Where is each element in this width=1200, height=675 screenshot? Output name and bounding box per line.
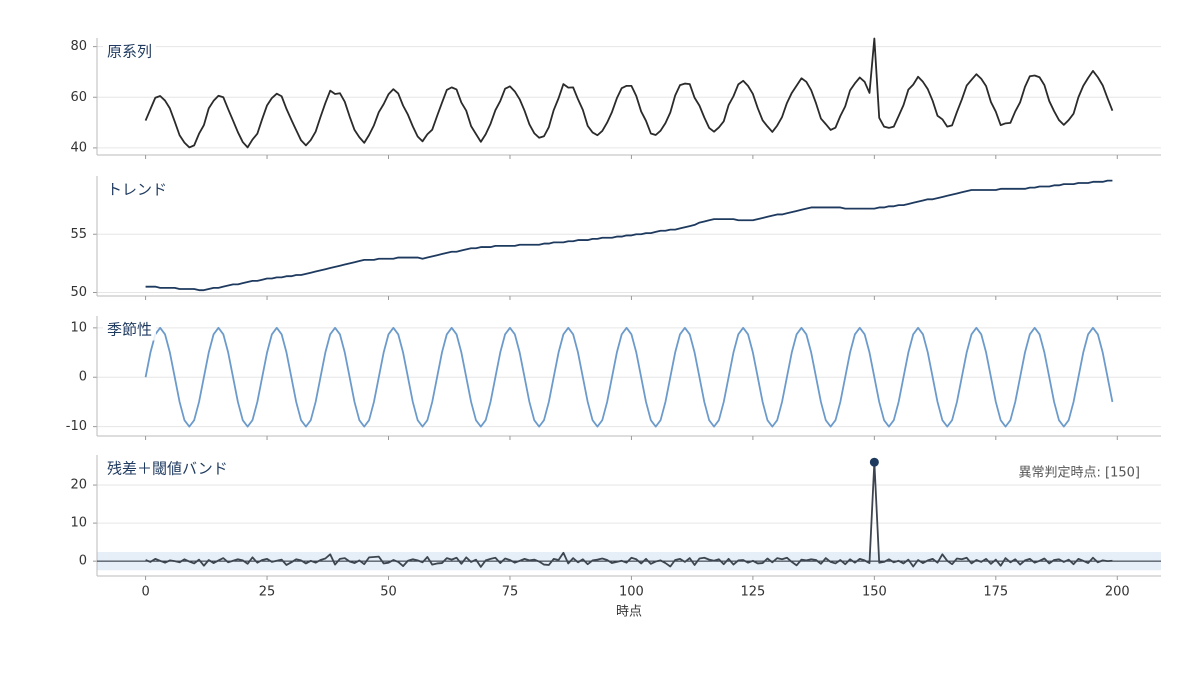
x-tick-label: 25	[259, 585, 276, 600]
panel-title: 季節性	[107, 321, 152, 339]
series-line	[145, 179, 1113, 292]
panel-title-bg	[103, 40, 157, 63]
y-tick-label: 10	[70, 320, 87, 335]
panel-title-bg	[103, 318, 157, 341]
y-tick-label: 55	[70, 227, 87, 242]
x-tick-label: 100	[619, 585, 644, 600]
y-tick-label: 80	[70, 39, 87, 54]
panel-title: 残差＋閾値バンド	[107, 460, 228, 478]
x-tick-label: 0	[141, 585, 149, 600]
panel-title-bg	[103, 457, 232, 480]
x-tick-label: 75	[502, 585, 519, 600]
x-tick-label: 150	[862, 585, 887, 600]
annotation: 異常判定時点: [150]	[1019, 466, 1140, 481]
y-tick-label: 0	[79, 554, 87, 569]
x-tick-label: 125	[740, 585, 765, 600]
anomaly-marker	[869, 457, 879, 467]
y-tick-label: 50	[70, 285, 87, 300]
series-line	[145, 461, 1113, 568]
y-tick-label: 40	[70, 140, 87, 155]
y-tick-label: 60	[70, 90, 87, 105]
series-line	[144, 37, 1114, 149]
x-tick-label: 50	[380, 585, 397, 600]
y-tick-label: 0	[79, 370, 87, 385]
series-line	[144, 326, 1114, 428]
y-tick-label: -10	[66, 419, 87, 434]
panel-title: 原系列	[107, 43, 152, 61]
x-tick-label: 200	[1105, 585, 1130, 600]
x-tick-label: 175	[983, 585, 1008, 600]
x-axis-label: 時点	[616, 605, 642, 620]
panel-title: トレンド	[107, 181, 167, 199]
y-tick-label: 10	[70, 516, 87, 531]
y-tick-label: 20	[70, 478, 87, 493]
panel-title-bg	[103, 178, 172, 201]
